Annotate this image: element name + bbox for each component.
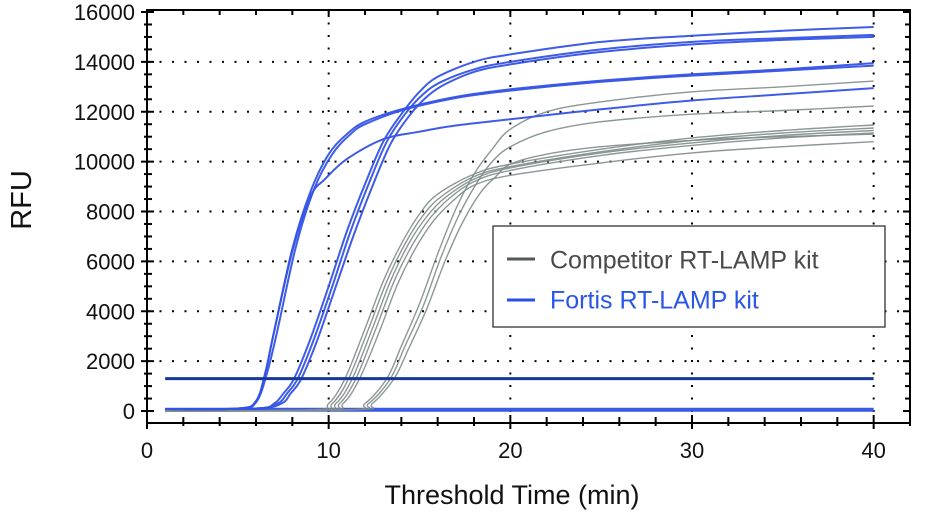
y-tick-label: 6000 (86, 249, 135, 274)
x-tick-label: 20 (498, 438, 522, 463)
fortis-curve (165, 64, 874, 411)
y-tick-label: 8000 (86, 200, 135, 225)
legend-label-competitor: Competitor RT-LAMP kit (550, 247, 819, 275)
y-tick-label: 16000 (74, 0, 135, 25)
competitor-curve (165, 105, 874, 412)
plot-frame (146, 9, 911, 424)
fortis-curve (165, 35, 874, 411)
fortis-curve (165, 26, 874, 411)
x-tick-label: 0 (141, 438, 153, 463)
x-axis-label: Threshold Time (min) (384, 480, 639, 510)
competitor-curve (165, 132, 874, 412)
x-tick-label: 30 (680, 438, 704, 463)
legend-box (492, 225, 886, 328)
legend-label-fortis: Fortis RT-LAMP kit (550, 287, 759, 315)
y-tick-label: 0 (123, 399, 135, 424)
grid (147, 10, 910, 423)
y-tick-label: 12000 (74, 100, 135, 125)
competitor-curve (165, 129, 874, 412)
competitor-curve (165, 133, 874, 412)
y-axis-label: RFU (6, 170, 38, 230)
x-tick-label: 40 (861, 438, 885, 463)
competitor-curve (165, 124, 874, 412)
y-tick-label: 14000 (74, 50, 135, 75)
tick-labels: 0 2000 4000 6000 8000 10000 12000 14000 16000 0 10… (74, 0, 886, 463)
x-tick-label: 10 (316, 438, 340, 463)
y-tick-label: 10000 (74, 150, 135, 175)
curves (165, 26, 874, 412)
competitor-curve (165, 80, 874, 412)
y-tick-label: 2000 (86, 349, 135, 374)
legend: Competitor RT-LAMP kit Fortis RT-LAMP ki… (492, 225, 886, 328)
y-tick-label: 4000 (86, 299, 135, 324)
fortis-curve (165, 33, 874, 411)
axis-ticks (141, 10, 911, 429)
competitor-curve (165, 141, 874, 412)
